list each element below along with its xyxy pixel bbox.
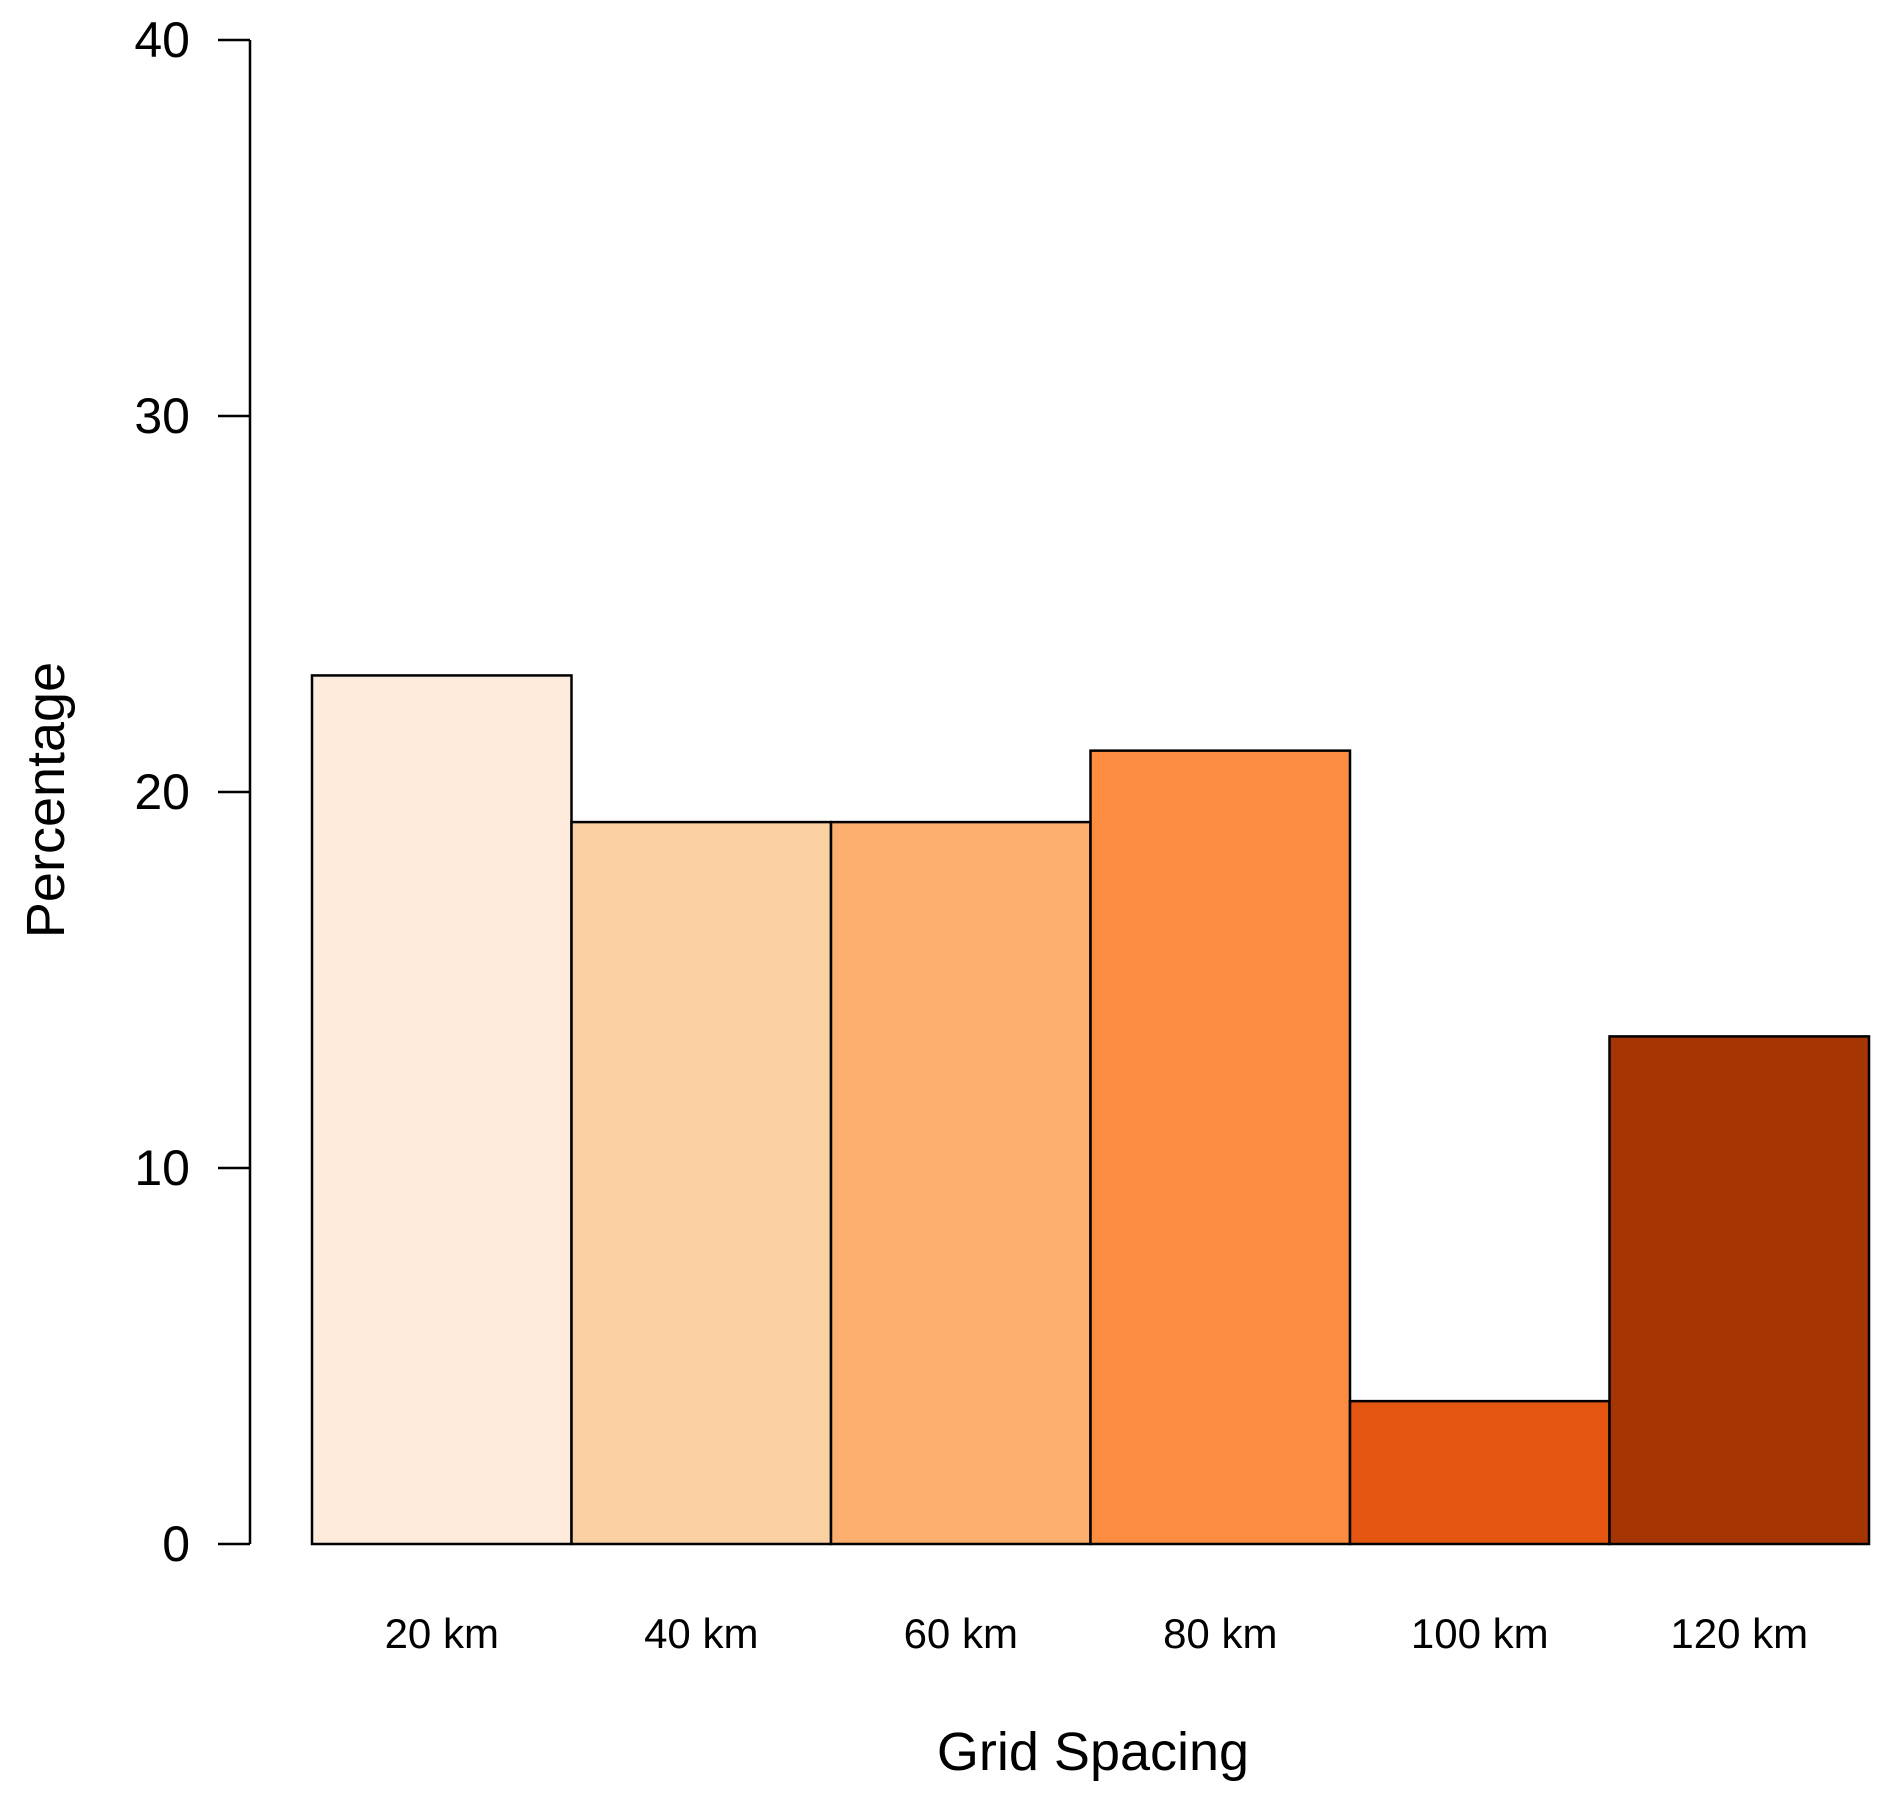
- y-tick-label: 0: [162, 1516, 190, 1572]
- x-category-label: 40 km: [644, 1610, 758, 1657]
- y-tick-label: 40: [134, 12, 190, 68]
- bar-60-km: [829, 820, 1092, 1546]
- y-tick-label: 30: [134, 388, 190, 444]
- bar-120-km: [1608, 1035, 1871, 1546]
- y-tick-label: 10: [134, 1140, 190, 1196]
- bars: [310, 674, 1871, 1546]
- x-category-label: 60 km: [904, 1610, 1018, 1657]
- x-category-label: 120 km: [1670, 1610, 1808, 1657]
- x-axis-labels: 20 km 40 km 60 km 80 km 100 km 120 km: [385, 1610, 1809, 1657]
- bar-40-km: [570, 820, 833, 1546]
- x-category-label: 100 km: [1411, 1610, 1549, 1657]
- bar-20-km: [310, 674, 573, 1546]
- y-tick-label: 20: [134, 764, 190, 820]
- x-axis-title: Grid Spacing: [937, 1722, 1249, 1782]
- x-category-label: 80 km: [1163, 1610, 1277, 1657]
- y-axis-title: Percentage: [16, 662, 76, 938]
- bar-100-km: [1348, 1399, 1611, 1546]
- bar-80-km: [1089, 749, 1352, 1546]
- y-axis: 0 10 20 30 40: [134, 12, 252, 1572]
- x-category-label: 20 km: [385, 1610, 499, 1657]
